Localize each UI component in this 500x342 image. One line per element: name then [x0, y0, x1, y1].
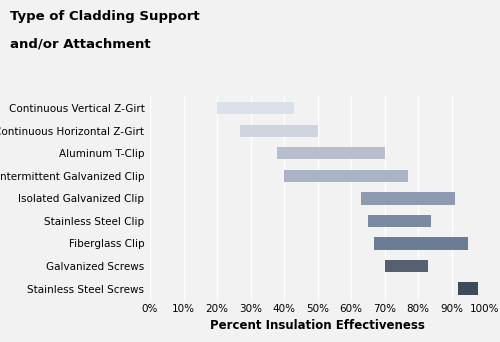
Bar — [284, 170, 408, 182]
Bar — [384, 260, 428, 272]
Text: Type of Cladding Support: Type of Cladding Support — [10, 10, 200, 23]
Text: and/or Attachment: and/or Attachment — [10, 38, 150, 51]
X-axis label: Percent Insulation Effectiveness: Percent Insulation Effectiveness — [210, 319, 425, 332]
Bar — [240, 124, 318, 137]
Bar — [361, 192, 455, 205]
Bar — [374, 237, 468, 250]
Bar — [217, 102, 294, 114]
Bar — [458, 282, 478, 295]
Bar — [278, 147, 384, 159]
Bar — [368, 215, 432, 227]
